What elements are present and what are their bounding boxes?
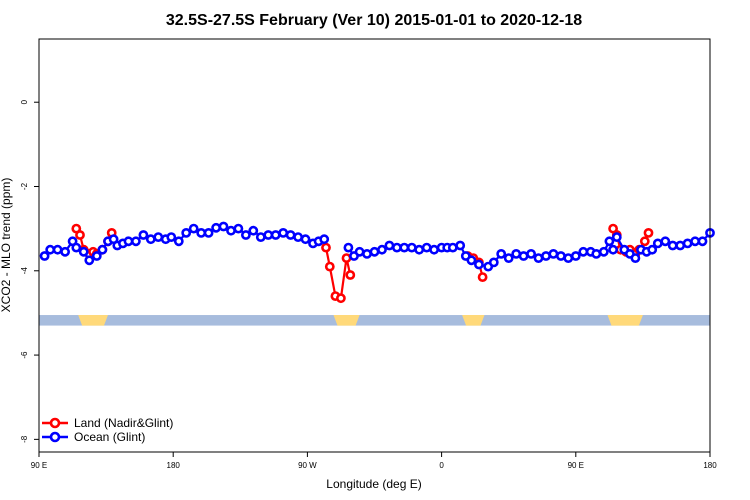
series-1-point-1-0 <box>343 242 354 253</box>
plot-area <box>38 38 715 453</box>
x-tick-label-3: 0 <box>439 461 444 470</box>
land-band-3 <box>607 315 643 326</box>
series-0-point-1-0 <box>321 242 331 253</box>
series-1-point-1-37 <box>604 236 615 247</box>
y-axis-label: XCO2 - MLO trend (ppm) <box>0 178 13 313</box>
series-1-point-0-15 <box>130 236 141 247</box>
series-1-point-0-7 <box>84 255 95 266</box>
series-1-point-1-5 <box>377 244 387 255</box>
series-1-point-0-20 <box>166 232 177 242</box>
series-1-point-1-25 <box>518 251 529 261</box>
x-axis-label: Longitude (deg E) <box>326 477 421 491</box>
series-1 <box>39 221 715 272</box>
series-0-point-3-8 <box>643 227 654 238</box>
series-1-point-1-38 <box>608 244 618 255</box>
series-1-point-2-13 <box>697 236 708 247</box>
series-0-point-1-4 <box>341 253 352 263</box>
y-tick-label-2: -4 <box>20 267 29 275</box>
series-0-point-1-1 <box>324 261 335 272</box>
series-1-point-0-17 <box>145 234 156 245</box>
legend-label-0: Land (Nadir&Glint) <box>74 416 173 430</box>
series-1-point-2-0 <box>611 232 622 242</box>
series-1-point-0-29 <box>233 223 244 234</box>
series-1-point-1-18 <box>466 255 477 266</box>
series-1-point-2-7 <box>652 238 663 249</box>
series-1-point-0-30 <box>240 230 251 240</box>
series-1-point-2-6 <box>647 244 658 255</box>
series-1-point-0-6 <box>78 246 89 257</box>
x-tick-label-2: 90 W <box>298 461 317 470</box>
series-1-point-1-3 <box>362 248 372 259</box>
series-1-point-2-3 <box>630 253 641 263</box>
series-1-point-1-22 <box>496 248 507 259</box>
series-1-point-1-35 <box>591 248 602 259</box>
x-tick-label-5: 180 <box>703 461 717 470</box>
y-tick-label-0: 0 <box>20 99 29 104</box>
series-1-point-0-25 <box>203 227 214 238</box>
series-1-point-0-36 <box>285 230 296 240</box>
series-1-point-1-6 <box>384 240 395 251</box>
series-1-point-2-9 <box>667 240 678 251</box>
series-1-point-1-26 <box>526 248 536 259</box>
y-tick-label-4: -8 <box>20 435 29 443</box>
series-1-point-1-8 <box>399 242 410 253</box>
y-tick-label-1: -2 <box>20 182 29 190</box>
series-1-point-0-22 <box>181 227 192 238</box>
series-1-point-1-36 <box>598 246 609 257</box>
series-1-point-0-2 <box>52 244 63 255</box>
x-tick-label-1: 180 <box>167 461 181 470</box>
surface-band <box>39 315 710 326</box>
series-0-point-1-5 <box>345 270 356 280</box>
series-layer <box>39 221 715 304</box>
x-axis: 90 E 180 90 W 0 90 E 180 <box>31 452 717 470</box>
series-1-point-0-34 <box>270 230 281 240</box>
series-1-point-1-31 <box>563 253 574 263</box>
x-tick-label-4: 90 E <box>568 461 584 470</box>
land-band-2 <box>462 315 485 326</box>
x-tick-label-0: 90 E <box>31 461 47 470</box>
series-1-point-0-9 <box>97 244 108 255</box>
series-1-point-0-0 <box>39 251 50 261</box>
series-1-point-0-32 <box>255 232 266 242</box>
series-0-point-1-3 <box>335 293 346 304</box>
legend-marker-1 <box>49 431 61 443</box>
legend-marker-0 <box>49 417 61 429</box>
series-1-point-2-8 <box>660 236 671 247</box>
series-1-point-0-3 <box>60 246 70 257</box>
series-1-point-0-41 <box>319 234 330 245</box>
plot-frame <box>38 38 711 453</box>
series-1-point-0-23 <box>188 223 199 234</box>
ocean-band <box>39 315 710 326</box>
series-1-point-1-32 <box>570 251 581 261</box>
series-1-point-2-11 <box>682 238 693 249</box>
series-1-point-1-12 <box>429 244 439 255</box>
series-1-point-1-4 <box>369 246 380 257</box>
series-1-point-1-10 <box>414 244 425 255</box>
series-1-point-0-31 <box>248 225 259 236</box>
series-1-point-0-38 <box>300 234 311 245</box>
series-1-point-1-19 <box>473 259 484 270</box>
land-band-1 <box>333 315 360 326</box>
series-1-point-1-21 <box>488 257 499 268</box>
chart-title: 32.5S-27.5S February (Ver 10) 2015-01-01… <box>166 12 582 29</box>
land-band-0 <box>78 315 108 326</box>
series-1-point-0-16 <box>138 230 149 240</box>
series-1-point-0-27 <box>218 221 229 232</box>
series-1-point-1-16 <box>455 240 466 251</box>
series-1-point-0-26 <box>211 222 221 233</box>
series-1-point-1-29 <box>548 248 559 259</box>
series-1-point-1-23 <box>503 253 514 263</box>
series-1-point-0-5 <box>71 242 82 253</box>
series-1-point-1-27 <box>533 253 544 263</box>
y-axis: 0 -2 -4 -6 -8 <box>20 99 39 443</box>
legend: Land (Nadir&Glint)Ocean (Glint) <box>42 416 173 444</box>
y-tick-label-3: -6 <box>20 351 29 359</box>
legend-label-1: Ocean (Glint) <box>74 430 145 444</box>
series-0-point-0-1 <box>75 230 85 240</box>
series-1-point-0-21 <box>173 236 184 247</box>
series-0-point-2-3 <box>477 272 488 282</box>
series-0-point-3-7 <box>639 236 650 247</box>
series-1-point-0-8 <box>91 251 102 261</box>
